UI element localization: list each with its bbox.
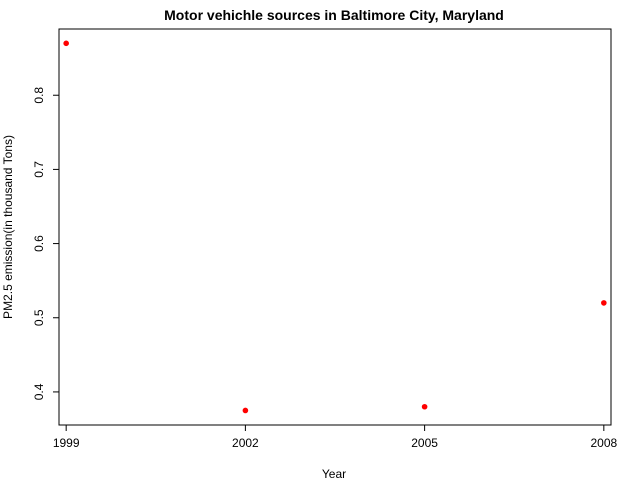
y-tick-label: 0.4 (32, 383, 46, 400)
data-point (63, 40, 69, 47)
data-point (601, 300, 607, 306)
y-axis: 0.4 0.5 0.6 0.7 0.8 (32, 87, 59, 400)
y-tick-label: 0.5 (32, 309, 46, 326)
x-tick-label: 2005 (411, 436, 438, 450)
x-axis: 1999 2002 2005 2008 (53, 425, 618, 450)
plot-frame (58, 28, 612, 426)
x-tick-label: 1999 (53, 436, 80, 450)
x-tick-label: 2002 (232, 436, 259, 450)
y-tick-label: 0.7 (32, 161, 46, 178)
chart-title: Motor vehichle sources in Baltimore City… (164, 7, 504, 23)
y-axis-label: PM2.5 emission(in thousand Tons) (1, 135, 15, 319)
x-tick-label: 2008 (590, 436, 617, 450)
data-points (63, 40, 607, 414)
data-point (421, 403, 428, 410)
x-axis-label: Year (322, 467, 346, 480)
y-tick-label: 0.8 (32, 87, 46, 104)
y-tick-label: 0.6 (32, 235, 46, 252)
data-point (242, 407, 249, 414)
